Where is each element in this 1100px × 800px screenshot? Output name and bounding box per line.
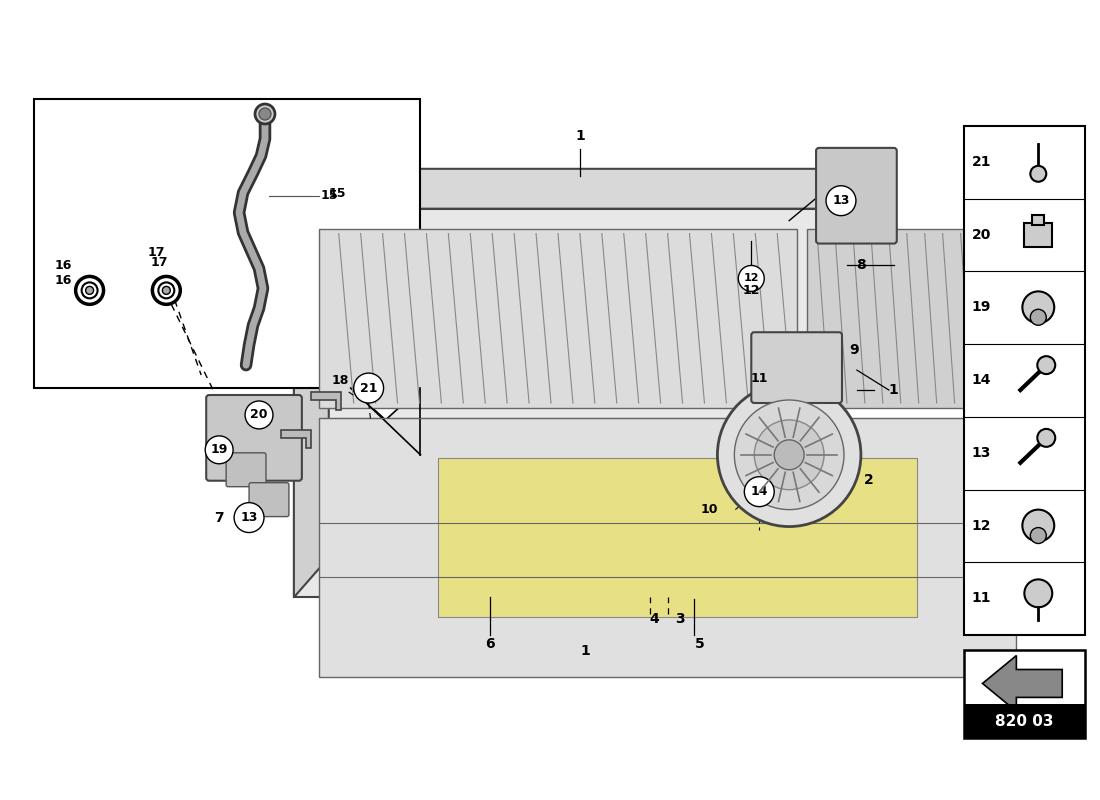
Text: 11: 11: [750, 371, 768, 385]
Text: 1: 1: [575, 129, 585, 143]
Polygon shape: [280, 430, 311, 448]
Circle shape: [86, 286, 94, 294]
Circle shape: [755, 420, 824, 490]
Text: 10: 10: [701, 503, 718, 516]
Polygon shape: [294, 209, 827, 598]
Bar: [807, 229, 1026, 408]
Text: 13: 13: [833, 194, 849, 207]
Text: 12: 12: [971, 518, 991, 533]
Polygon shape: [294, 169, 862, 209]
Text: 6: 6: [485, 637, 495, 651]
Text: 15: 15: [321, 190, 339, 202]
Polygon shape: [294, 169, 329, 598]
Text: 7: 7: [214, 510, 224, 525]
Text: 20: 20: [971, 227, 991, 242]
Circle shape: [76, 277, 103, 304]
Circle shape: [1022, 291, 1054, 323]
Text: eurospares: eurospares: [183, 293, 786, 507]
Text: 20: 20: [251, 409, 267, 422]
Text: 12: 12: [742, 284, 760, 297]
Text: 18: 18: [332, 374, 350, 386]
Polygon shape: [982, 655, 1063, 711]
Bar: [964, 126, 1085, 635]
Text: 9: 9: [849, 343, 859, 357]
Circle shape: [255, 104, 275, 124]
FancyBboxPatch shape: [227, 453, 266, 486]
Text: 15: 15: [329, 187, 346, 200]
Text: 16: 16: [55, 259, 73, 272]
Text: 5: 5: [694, 637, 704, 651]
FancyBboxPatch shape: [816, 148, 896, 243]
Text: 21: 21: [360, 382, 377, 394]
Text: 16: 16: [55, 274, 73, 287]
Circle shape: [1024, 579, 1053, 607]
Bar: [1024, 222, 1053, 246]
Polygon shape: [311, 392, 341, 410]
FancyBboxPatch shape: [206, 395, 301, 481]
Bar: [1032, 214, 1044, 225]
Text: 14: 14: [750, 485, 768, 498]
Bar: [964, 650, 1085, 738]
Bar: [34, 99, 420, 388]
Text: 4: 4: [650, 612, 660, 626]
Polygon shape: [351, 388, 420, 420]
Bar: [964, 705, 1085, 738]
Text: 1: 1: [889, 383, 899, 397]
Circle shape: [258, 108, 271, 120]
Bar: [439, 458, 916, 618]
Text: 21: 21: [971, 155, 991, 169]
Circle shape: [826, 186, 856, 216]
Text: 17: 17: [147, 246, 165, 259]
Text: 8: 8: [856, 258, 866, 273]
Circle shape: [717, 383, 861, 526]
Text: 13: 13: [971, 446, 991, 460]
Text: 2: 2: [864, 473, 873, 486]
Text: 17: 17: [151, 256, 168, 269]
Text: 1: 1: [580, 644, 590, 658]
FancyBboxPatch shape: [249, 482, 289, 517]
Circle shape: [153, 277, 180, 304]
Circle shape: [1037, 429, 1055, 447]
Circle shape: [738, 266, 764, 291]
Bar: [319, 229, 798, 408]
Text: 820 03: 820 03: [996, 714, 1054, 729]
Circle shape: [774, 440, 804, 470]
Circle shape: [1031, 166, 1046, 182]
Bar: [319, 418, 1016, 677]
Circle shape: [1022, 510, 1054, 542]
Text: 12: 12: [744, 274, 759, 283]
Circle shape: [163, 286, 170, 294]
Circle shape: [1031, 310, 1046, 326]
Circle shape: [158, 282, 174, 298]
Circle shape: [245, 401, 273, 429]
Circle shape: [354, 373, 384, 403]
Circle shape: [1037, 356, 1055, 374]
Text: 19: 19: [210, 443, 228, 456]
Circle shape: [745, 477, 774, 506]
Text: a passion for parts 1985: a passion for parts 1985: [298, 503, 670, 584]
Circle shape: [735, 400, 844, 510]
Circle shape: [81, 282, 98, 298]
Text: 11: 11: [971, 591, 991, 606]
Text: 3: 3: [674, 612, 684, 626]
Circle shape: [1031, 527, 1046, 543]
Circle shape: [234, 502, 264, 533]
Text: 19: 19: [971, 300, 991, 314]
Text: 14: 14: [971, 373, 991, 387]
Circle shape: [206, 436, 233, 464]
FancyBboxPatch shape: [751, 332, 842, 403]
Text: 13: 13: [241, 511, 257, 524]
